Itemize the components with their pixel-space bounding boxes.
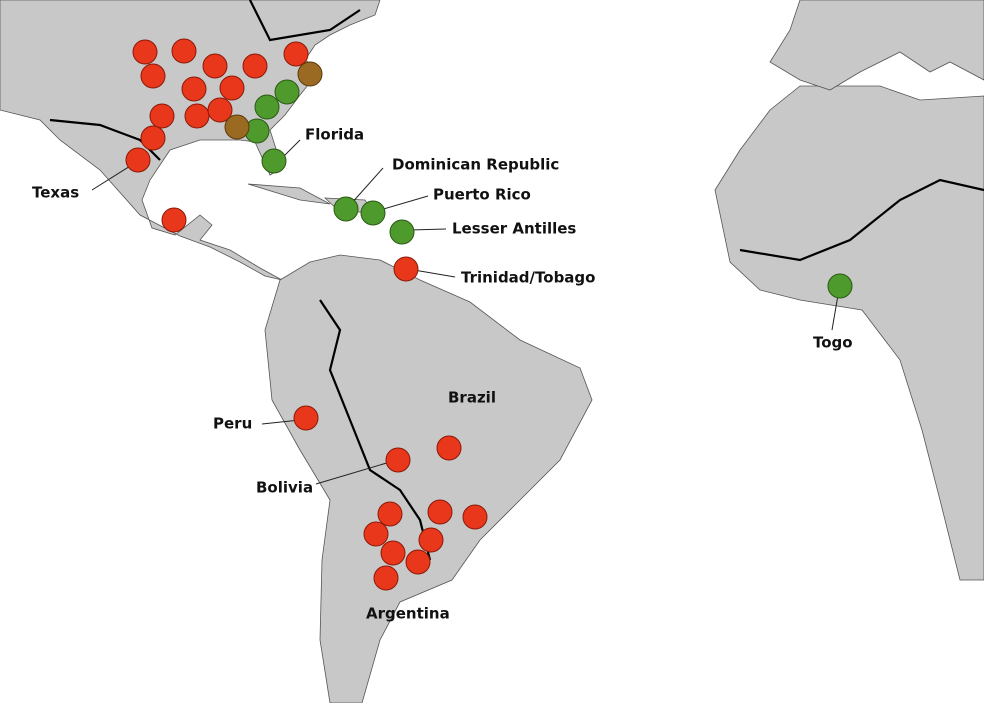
label: Bolivia bbox=[256, 479, 313, 497]
marker bbox=[363, 521, 389, 547]
marker bbox=[436, 435, 462, 461]
marker bbox=[360, 200, 386, 226]
label: Trinidad/Tobago bbox=[461, 269, 595, 287]
label: Brazil bbox=[448, 389, 496, 407]
marker bbox=[418, 527, 444, 553]
marker bbox=[462, 504, 488, 530]
marker bbox=[161, 207, 187, 233]
marker bbox=[827, 273, 853, 299]
marker bbox=[224, 114, 250, 140]
label: Dominican Republic bbox=[392, 156, 559, 174]
marker bbox=[293, 405, 319, 431]
marker bbox=[333, 196, 359, 222]
marker bbox=[184, 103, 210, 129]
marker bbox=[219, 75, 245, 101]
marker bbox=[149, 103, 175, 129]
marker bbox=[297, 61, 323, 87]
marker bbox=[427, 499, 453, 525]
marker bbox=[125, 147, 151, 173]
marker bbox=[261, 148, 287, 174]
markers bbox=[125, 38, 853, 591]
label: Texas bbox=[32, 184, 79, 202]
label: Puerto Rico bbox=[433, 186, 531, 204]
marker bbox=[283, 41, 309, 67]
marker bbox=[242, 53, 268, 79]
marker bbox=[385, 447, 411, 473]
label: Argentina bbox=[366, 605, 450, 623]
marker bbox=[377, 501, 403, 527]
label: Peru bbox=[213, 415, 252, 433]
leader-lines bbox=[91, 139, 839, 485]
marker bbox=[274, 79, 300, 105]
marker bbox=[140, 125, 166, 151]
marker bbox=[132, 39, 158, 65]
marker bbox=[405, 549, 431, 575]
marker bbox=[389, 219, 415, 245]
marker bbox=[207, 97, 233, 123]
marker bbox=[202, 53, 228, 79]
marker bbox=[181, 76, 207, 102]
label: Florida bbox=[305, 126, 364, 144]
labels: Texas Florida Dominican Republic Puerto … bbox=[32, 126, 853, 623]
marker bbox=[393, 256, 419, 282]
marker bbox=[373, 565, 399, 591]
marker bbox=[254, 94, 280, 120]
label: Togo bbox=[813, 334, 853, 352]
label: Lesser Antilles bbox=[452, 220, 576, 238]
marker bbox=[140, 63, 166, 89]
marker bbox=[380, 540, 406, 566]
marker bbox=[171, 38, 197, 64]
